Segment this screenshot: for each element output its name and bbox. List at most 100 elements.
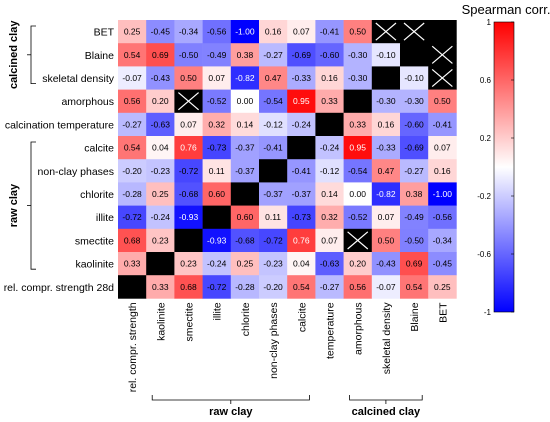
cell-value-label: 0.00	[349, 189, 366, 199]
cell-value-label: 0.60	[208, 189, 225, 199]
cell-value-label: -0.27	[404, 166, 424, 176]
heatmap-cell	[146, 20, 175, 44]
cell-value-label: -0.41	[292, 166, 312, 176]
colorbar-tick-label: -0.2	[477, 192, 491, 201]
cell-value-label: 0.07	[321, 235, 338, 245]
cell-value-label: 0.76	[293, 235, 310, 245]
heatmap-cell	[371, 252, 401, 276]
heatmap-cell-empty	[287, 136, 316, 160]
cell-value-label: -0.63	[151, 119, 171, 129]
heatmap-cell	[428, 228, 457, 253]
cell-value-label: 0.54	[124, 143, 141, 153]
heatmap-cell-empty	[230, 182, 260, 206]
heatmap-cell	[118, 112, 147, 137]
heatmap-cell	[287, 228, 316, 253]
heatmap-cell	[259, 228, 288, 253]
cell-value-label: -0.33	[376, 143, 396, 153]
row-label: non-clay phases	[38, 166, 114, 178]
cell-value-label: 0.16	[321, 73, 338, 83]
cell-value-label: -0.93	[207, 235, 227, 245]
cell-value-label: 0.00	[237, 96, 254, 106]
heatmap-cell	[287, 252, 316, 276]
heatmap-cell	[202, 136, 232, 160]
heatmap-cell	[174, 275, 203, 299]
heatmap-cell	[174, 20, 203, 44]
heatmap-cell	[343, 136, 373, 160]
cell-value-label: -0.50	[179, 50, 199, 60]
heatmap-cell	[230, 66, 260, 90]
heatmap-cell	[343, 205, 373, 230]
row-group-bracket	[30, 25, 36, 84]
heatmap-cell-empty	[174, 228, 203, 253]
row-label: amorphous	[61, 96, 114, 108]
cell-value-label: -0.43	[151, 73, 171, 83]
heatmap-cell	[287, 20, 316, 44]
column-label: rel. compr. strength	[127, 302, 139, 392]
column-label: illite	[212, 302, 224, 320]
heatmap-cell	[400, 112, 429, 137]
cell-value-label: -0.82	[376, 189, 396, 199]
heatmap-cell	[146, 228, 175, 253]
heatmap-cell	[343, 43, 373, 67]
heatmap-cell	[118, 136, 147, 160]
heatmap-cell	[230, 159, 260, 183]
heatmap-cell	[146, 66, 175, 90]
cell-value-label: 0.25	[434, 282, 451, 292]
heatmap-cell	[259, 182, 288, 206]
heatmap-cell	[400, 66, 429, 90]
cell-value-label: -0.27	[122, 119, 142, 129]
cell-value-label: 0.25	[237, 259, 254, 269]
cell-value-label: 0.50	[349, 27, 366, 37]
colorbar	[493, 21, 515, 313]
heatmap-cell	[400, 159, 429, 183]
heatmap-cell	[428, 275, 457, 299]
cell-value-label: 0.76	[180, 143, 197, 153]
heatmap-cell	[202, 89, 232, 114]
cell-value-label: -1.00	[235, 27, 255, 37]
heatmap-cell	[174, 159, 203, 183]
cell-value-label: -0.69	[292, 50, 312, 60]
heatmap-cell	[174, 252, 203, 276]
cell-value-label: -0.54	[348, 166, 368, 176]
row-label: rel. compr. strength 28d	[4, 282, 114, 294]
cell-value-label: -0.07	[122, 73, 142, 83]
heatmap-cell	[259, 252, 288, 276]
cell-value-label: 0.56	[124, 96, 141, 106]
cell-value-label: 0.60	[237, 212, 254, 222]
cell-value-label: 0.11	[265, 212, 281, 222]
column-group-bracket	[349, 395, 423, 401]
heatmap-cell	[428, 112, 457, 137]
column-label: calcite	[296, 302, 308, 332]
heatmap-cell	[287, 205, 316, 230]
cell-value-label: -0.72	[207, 282, 227, 292]
heatmap-cell	[146, 43, 175, 67]
cell-value-label: -0.24	[292, 119, 312, 129]
cell-value-label: 0.16	[378, 119, 395, 129]
cell-value-label: -0.60	[320, 50, 340, 60]
cell-value-label: -0.68	[179, 189, 199, 199]
column-group-label: raw clay	[209, 406, 253, 418]
cell-value-label: -0.45	[433, 259, 453, 269]
cell-value-label: 0.95	[349, 143, 366, 153]
heatmap-cell	[146, 136, 175, 160]
heatmap-cell	[230, 89, 260, 114]
column-label: smectite	[184, 302, 196, 341]
cell-value-label: -0.30	[404, 96, 424, 106]
cell-value-label: -0.30	[376, 96, 396, 106]
heatmap-cell	[259, 205, 288, 230]
row-group-label: calcined clay	[8, 20, 20, 89]
heatmap-cell	[343, 252, 373, 276]
heatmap-cell	[343, 182, 373, 206]
cell-value-label: 0.23	[152, 235, 169, 245]
heatmap-cell	[315, 275, 344, 299]
cell-value-label: -0.72	[179, 166, 199, 176]
heatmap-cell	[428, 136, 457, 160]
cell-value-label: -0.72	[122, 212, 142, 222]
cell-value-label: 0.69	[406, 259, 423, 269]
cell-value-label: -0.41	[433, 119, 453, 129]
cell-value-label: -0.30	[348, 73, 368, 83]
heatmap-cell	[174, 205, 203, 230]
cell-value-label: -0.24	[151, 212, 171, 222]
heatmap-cell	[259, 136, 288, 160]
